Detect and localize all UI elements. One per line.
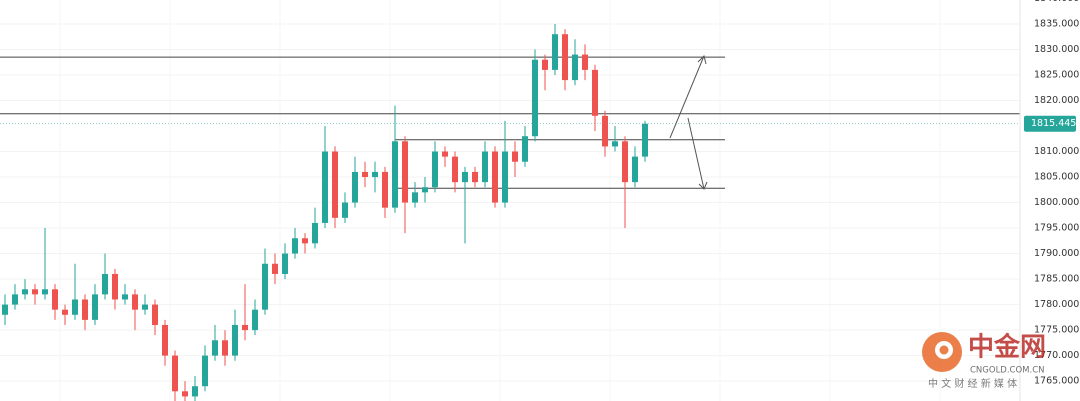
site: CNGOLD.COM.CN bbox=[970, 366, 1045, 376]
candle-body bbox=[622, 141, 628, 183]
arrow-head bbox=[698, 181, 708, 190]
y-tick-label: 1840.000 bbox=[1034, 0, 1079, 4]
candle-body bbox=[262, 263, 268, 310]
watermark: 中金网 CNGOLD.COM.CN 中 文 财 经 新 媒 体 bbox=[922, 332, 1046, 390]
candles bbox=[2, 23, 648, 401]
levels bbox=[0, 56, 1020, 189]
y-tick-label: 1825.000 bbox=[1034, 69, 1079, 80]
candle-body bbox=[92, 294, 98, 320]
candle-body bbox=[42, 289, 48, 295]
logo-dot bbox=[939, 345, 949, 355]
y-tick-label: 1810.000 bbox=[1034, 146, 1079, 157]
candle-body bbox=[612, 141, 618, 147]
candle-body bbox=[392, 141, 398, 208]
slogan: 中 文 财 经 新 媒 体 bbox=[928, 377, 1017, 390]
candle-body bbox=[112, 273, 118, 300]
candle-body bbox=[222, 340, 228, 356]
y-tick-label: 1780.000 bbox=[1034, 299, 1079, 310]
candle-body bbox=[32, 289, 38, 295]
arrow-down bbox=[687, 117, 705, 190]
candle-body bbox=[602, 115, 608, 147]
y-tick-label: 1800.000 bbox=[1034, 197, 1079, 208]
y-tick-label: 1820.000 bbox=[1034, 95, 1079, 106]
arrow-head bbox=[697, 55, 707, 65]
y-axis: 1840.000 1835.000 1830.000 1825.000 1820.000… bbox=[1024, 0, 1079, 387]
candle-body bbox=[2, 304, 8, 315]
candle-body bbox=[632, 156, 638, 183]
y-tick-label: 1795.000 bbox=[1034, 223, 1079, 234]
candle-body bbox=[232, 324, 238, 356]
candle-body bbox=[532, 59, 538, 137]
candle-body bbox=[572, 54, 578, 81]
candle-body bbox=[382, 171, 388, 208]
candle-body bbox=[52, 289, 58, 310]
candle-body bbox=[312, 222, 318, 244]
candle-body bbox=[302, 238, 308, 244]
candle-body bbox=[172, 355, 178, 392]
candle-body bbox=[372, 171, 378, 178]
candle-body bbox=[412, 192, 418, 203]
candle-body bbox=[242, 324, 248, 331]
last-price-box bbox=[1024, 115, 1076, 132]
candle-body bbox=[22, 289, 28, 295]
brand: 中金网 bbox=[968, 332, 1046, 363]
y-tick-label: 1765.000 bbox=[1034, 376, 1079, 387]
candle-body bbox=[432, 151, 438, 188]
candle-body bbox=[102, 273, 108, 295]
candle-body bbox=[152, 304, 158, 325]
y-tick-label: 1790.000 bbox=[1034, 248, 1079, 259]
candle-body bbox=[182, 391, 188, 397]
candle-body bbox=[442, 151, 448, 157]
candle-body bbox=[322, 151, 328, 223]
candle-body bbox=[592, 69, 598, 116]
candle-body bbox=[132, 294, 138, 310]
candle-body bbox=[492, 151, 498, 203]
y-tick-label: 1830.000 bbox=[1034, 44, 1079, 55]
candle-body bbox=[362, 171, 368, 178]
candle-body bbox=[352, 171, 358, 203]
y-tick-label: 1805.000 bbox=[1034, 172, 1079, 183]
candle-body bbox=[342, 202, 348, 218]
y-tick-label: 1785.000 bbox=[1034, 274, 1079, 285]
candle-body bbox=[422, 187, 428, 193]
candle-body bbox=[542, 59, 548, 70]
candle-body bbox=[82, 299, 88, 320]
candle-body bbox=[212, 340, 218, 356]
candle-body bbox=[502, 151, 508, 203]
candle-body bbox=[552, 34, 558, 70]
grid bbox=[0, 23, 1020, 382]
y-tick-label: 1835.000 bbox=[1034, 18, 1079, 29]
candle-body bbox=[282, 253, 288, 274]
y-tick-label: 1770.000 bbox=[1034, 350, 1079, 361]
candle-body bbox=[192, 386, 198, 397]
candle-body bbox=[272, 263, 278, 274]
candle-body bbox=[332, 151, 338, 218]
arrows bbox=[669, 55, 708, 190]
candle-body bbox=[562, 34, 568, 81]
arrow-up bbox=[669, 55, 705, 139]
candle-body bbox=[162, 324, 168, 356]
candle-body bbox=[252, 309, 258, 331]
candle-body bbox=[292, 238, 298, 254]
candle-body bbox=[452, 156, 458, 183]
last-price-label: 1815.445 bbox=[1031, 118, 1076, 129]
candle-body bbox=[472, 171, 478, 183]
candle-body bbox=[12, 294, 18, 305]
y-tick-label: 1775.000 bbox=[1034, 325, 1079, 336]
candle-body bbox=[62, 309, 68, 315]
candle-body bbox=[642, 123, 648, 157]
candle-body bbox=[72, 299, 78, 315]
candle-body bbox=[522, 136, 528, 162]
candle-body bbox=[202, 355, 208, 387]
candle-body bbox=[142, 304, 148, 310]
candle-body bbox=[482, 151, 488, 183]
candle-body bbox=[462, 171, 468, 183]
candle-body bbox=[512, 151, 518, 162]
candle-body bbox=[122, 294, 128, 300]
candle-body bbox=[402, 141, 408, 203]
candle-body bbox=[582, 54, 588, 70]
